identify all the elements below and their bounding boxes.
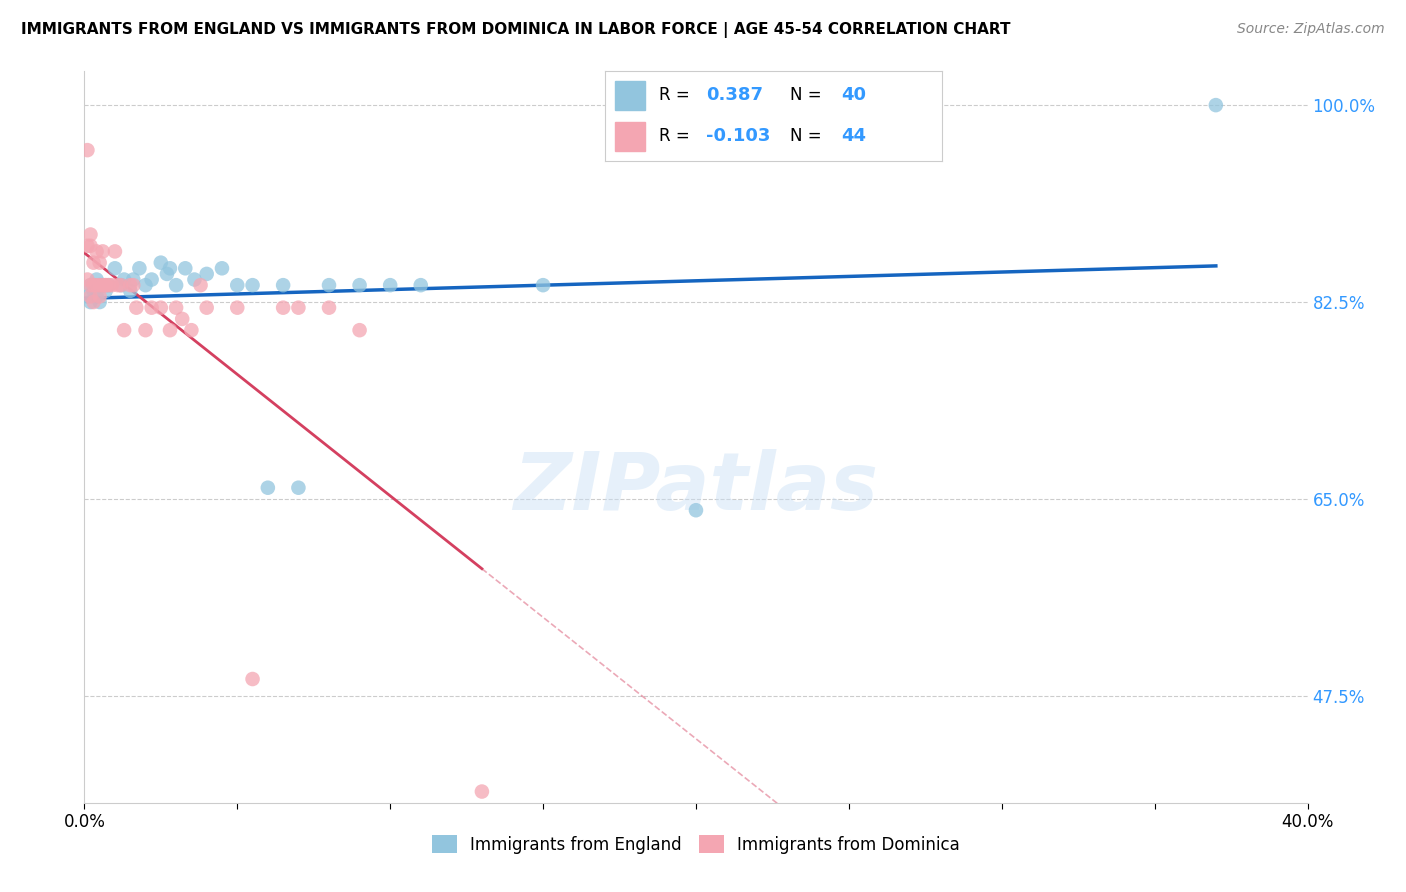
Text: ZIPatlas: ZIPatlas: [513, 450, 879, 527]
Point: [79, 278, 101, 293]
Bar: [614, 81, 645, 110]
Point: [1205, 98, 1227, 112]
Legend: Immigrants from England, Immigrants from Dominica: Immigrants from England, Immigrants from…: [426, 829, 966, 860]
Point: [79, 278, 101, 293]
Text: 44: 44: [841, 128, 866, 145]
Point: [195, 267, 218, 281]
Point: [89, 289, 111, 303]
Point: [165, 301, 187, 315]
Point: [409, 278, 432, 293]
Point: [76, 239, 98, 253]
Point: [318, 278, 340, 293]
Point: [101, 278, 124, 293]
Point: [83, 278, 105, 293]
Point: [135, 278, 157, 293]
Point: [110, 278, 132, 293]
Point: [79, 289, 101, 303]
Point: [83, 255, 105, 269]
Point: [226, 301, 249, 315]
Point: [122, 278, 145, 293]
Point: [226, 278, 249, 293]
Point: [159, 261, 181, 276]
Point: [287, 481, 309, 495]
Point: [271, 301, 294, 315]
Point: [149, 301, 172, 315]
Point: [190, 278, 212, 293]
Point: [94, 278, 117, 293]
Point: [112, 323, 135, 337]
Point: [135, 323, 157, 337]
Point: [242, 278, 264, 293]
Point: [83, 284, 105, 298]
Text: IMMIGRANTS FROM ENGLAND VS IMMIGRANTS FROM DOMINICA IN LABOR FORCE | AGE 45-54 C: IMMIGRANTS FROM ENGLAND VS IMMIGRANTS FR…: [21, 22, 1011, 38]
Text: R =: R =: [658, 87, 695, 104]
Point: [141, 272, 163, 286]
Point: [83, 295, 105, 310]
Point: [104, 244, 127, 259]
Point: [104, 261, 127, 276]
Text: Source: ZipAtlas.com: Source: ZipAtlas.com: [1237, 22, 1385, 37]
Point: [349, 323, 371, 337]
Point: [122, 272, 145, 286]
Point: [76, 289, 98, 303]
Text: R =: R =: [658, 128, 695, 145]
Point: [94, 278, 117, 293]
Point: [149, 255, 172, 269]
Point: [76, 272, 98, 286]
Point: [685, 503, 707, 517]
Point: [125, 301, 148, 315]
Point: [211, 261, 233, 276]
Point: [287, 301, 309, 315]
Point: [159, 323, 181, 337]
Point: [380, 278, 402, 293]
Point: [89, 295, 111, 310]
Point: [97, 278, 120, 293]
Point: [76, 143, 98, 157]
Point: [91, 278, 114, 293]
Point: [79, 295, 101, 310]
Point: [86, 244, 108, 259]
Point: [86, 278, 108, 293]
Point: [112, 272, 135, 286]
Point: [471, 784, 494, 798]
Point: [86, 272, 108, 286]
Point: [195, 301, 218, 315]
Point: [94, 284, 117, 298]
Point: [86, 289, 108, 303]
Text: N =: N =: [790, 87, 827, 104]
Point: [128, 261, 150, 276]
Point: [79, 227, 101, 242]
Point: [172, 312, 194, 326]
Point: [120, 284, 142, 298]
Point: [89, 278, 111, 293]
Text: N =: N =: [790, 128, 827, 145]
Point: [110, 278, 132, 293]
Point: [141, 301, 163, 315]
Point: [89, 255, 111, 269]
Point: [271, 278, 294, 293]
Text: 40: 40: [841, 87, 866, 104]
Point: [97, 278, 120, 293]
Point: [180, 323, 202, 337]
Point: [174, 261, 197, 276]
Point: [183, 272, 205, 286]
Point: [91, 278, 114, 293]
Point: [318, 301, 340, 315]
Text: 0.387: 0.387: [706, 87, 763, 104]
Text: -0.103: -0.103: [706, 128, 770, 145]
Point: [79, 239, 101, 253]
Point: [120, 278, 142, 293]
Point: [107, 278, 129, 293]
Point: [83, 278, 105, 293]
Point: [531, 278, 554, 293]
Point: [349, 278, 371, 293]
Point: [165, 278, 187, 293]
Point: [156, 267, 179, 281]
Point: [242, 672, 264, 686]
Bar: [614, 122, 645, 151]
Point: [257, 481, 280, 495]
Point: [91, 244, 114, 259]
Point: [89, 278, 111, 293]
